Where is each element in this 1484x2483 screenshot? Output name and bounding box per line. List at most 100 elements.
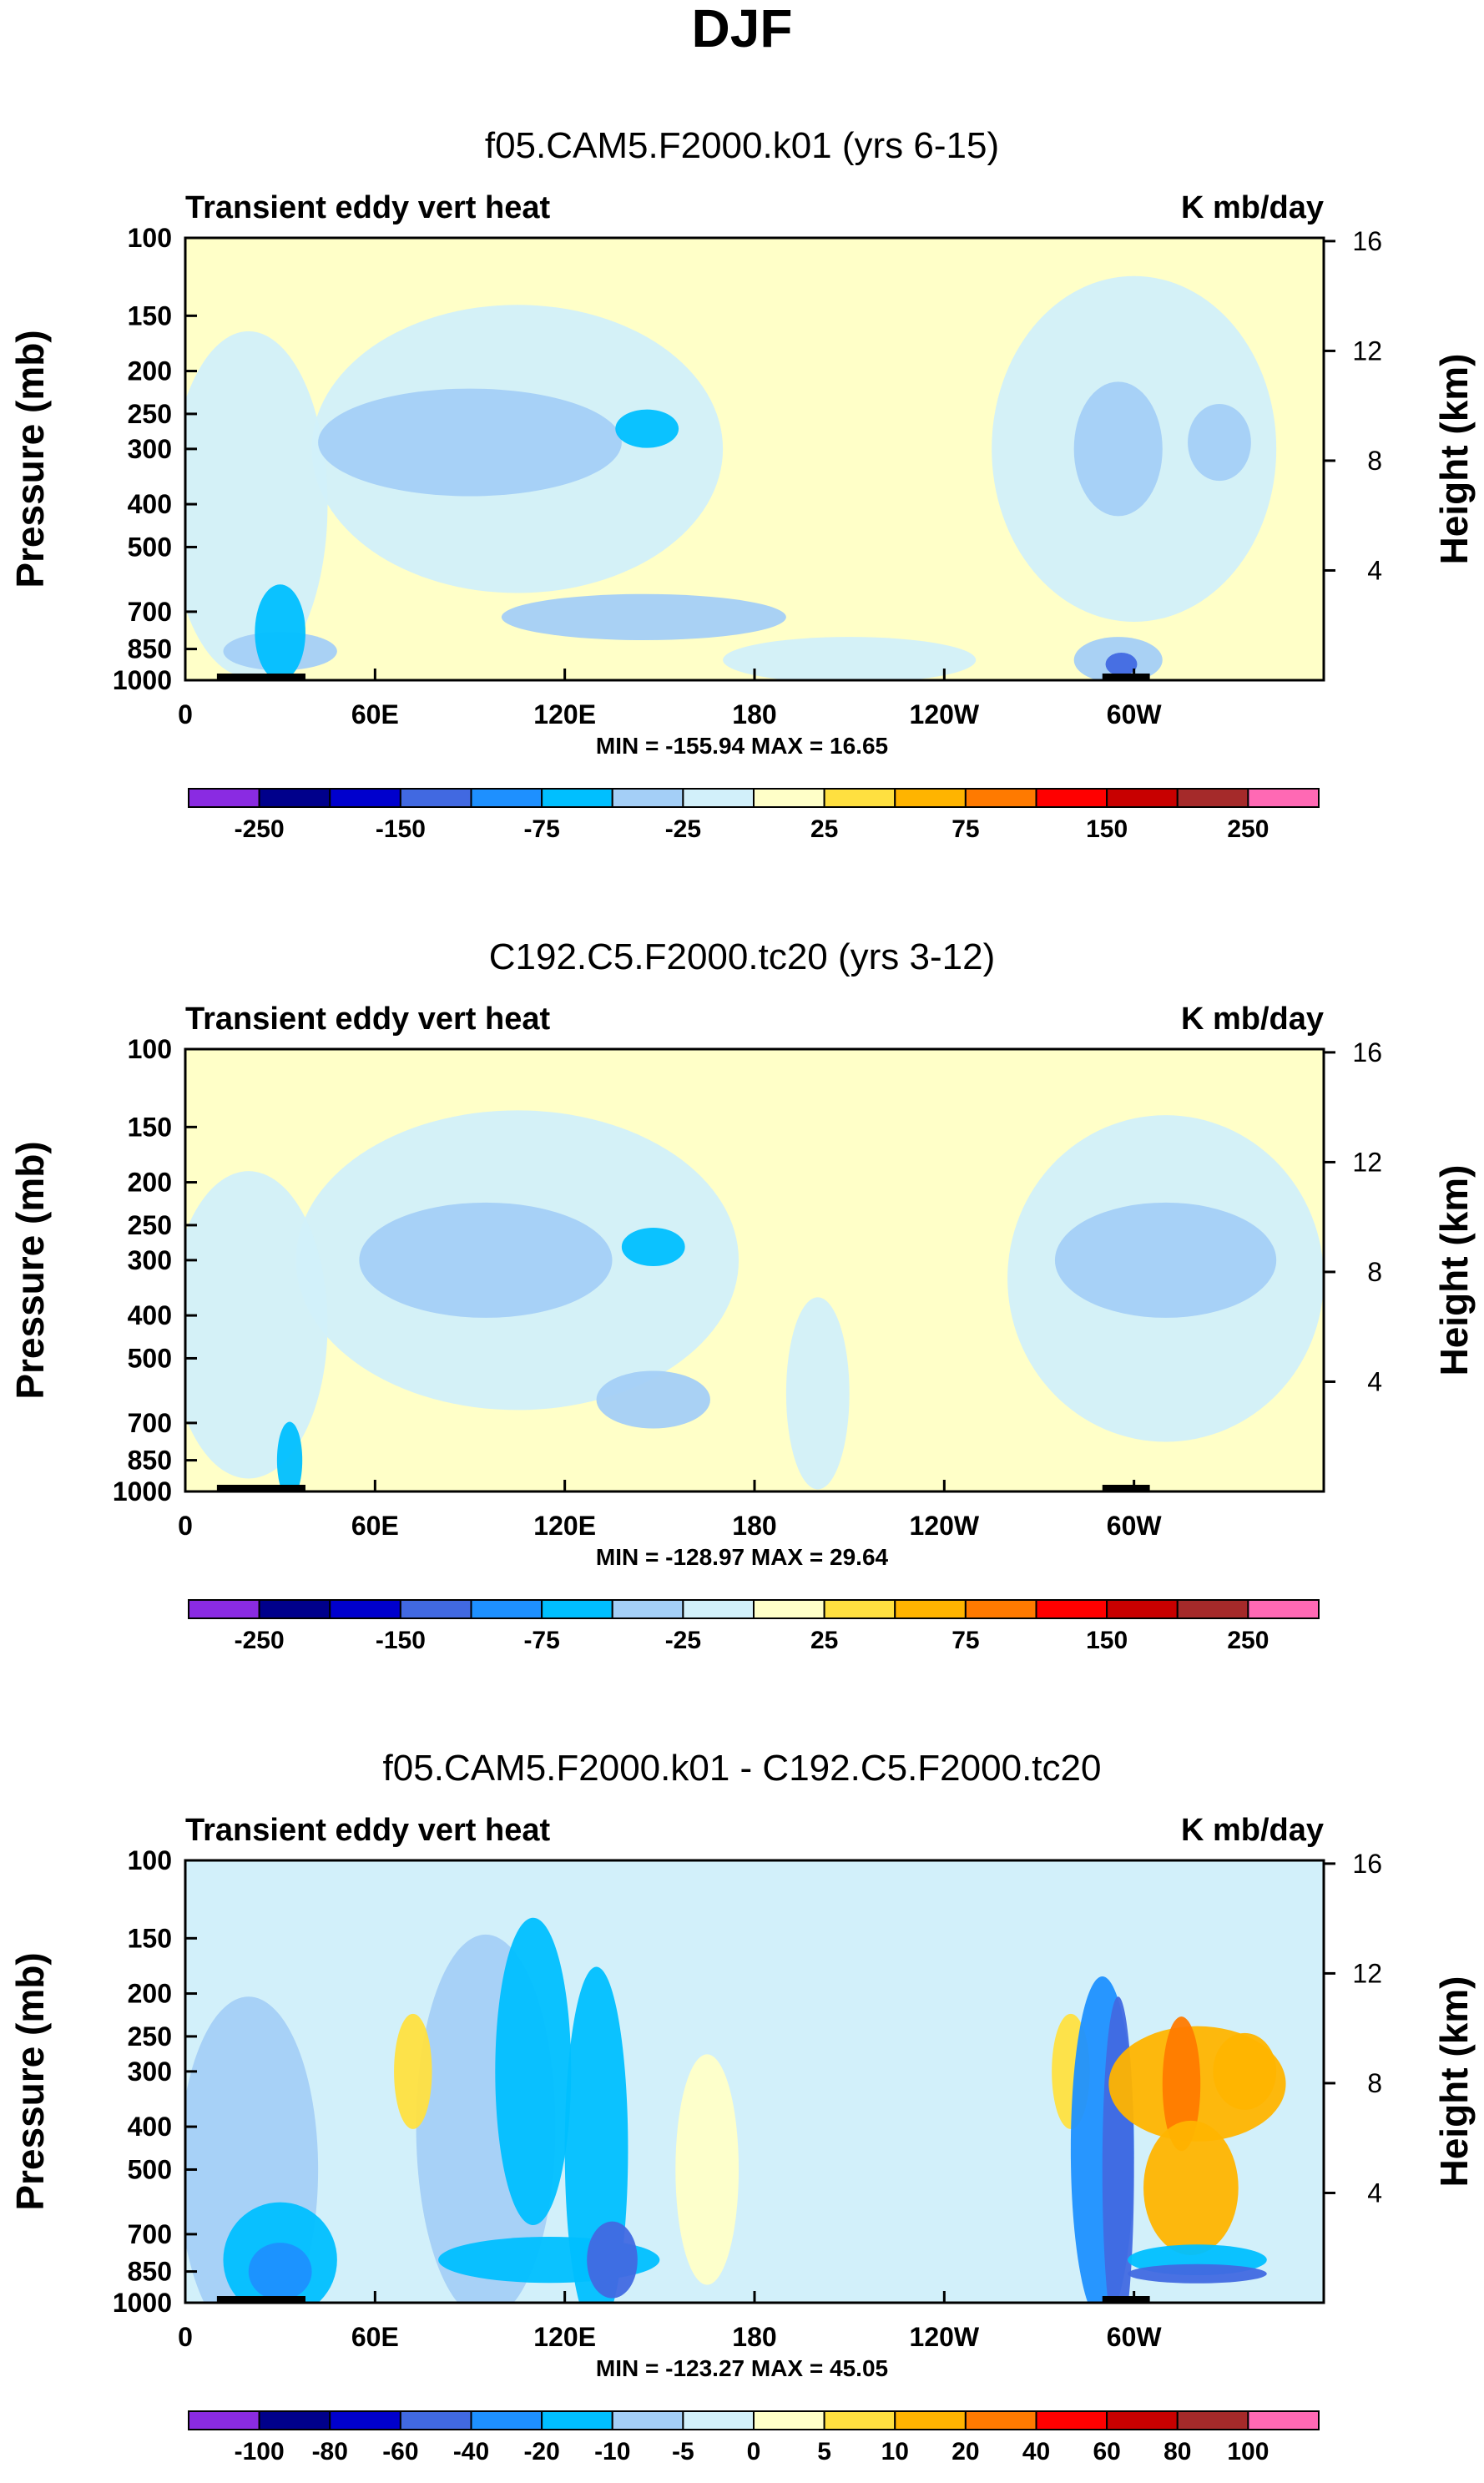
contour-region xyxy=(675,2054,739,2285)
height-tick-label: 16 xyxy=(1352,226,1382,256)
colorbar-swatch xyxy=(188,788,260,808)
y-tick-label: 250 xyxy=(128,2021,172,2052)
figure-title: DJF xyxy=(692,0,793,58)
chart-panel-1: f05.CAM5.F2000.k01 (yrs 6-15) Transient e… xyxy=(8,125,1476,843)
y-tick-label: 500 xyxy=(128,532,172,562)
colorbar-swatch xyxy=(470,788,543,808)
colorbar-label: 40 xyxy=(1022,2438,1050,2465)
height-tick-label: 4 xyxy=(1367,555,1382,585)
colorbar-swatch xyxy=(258,1599,331,1619)
contour-region xyxy=(596,1370,710,1429)
colorbar-label: 100 xyxy=(1227,2438,1269,2465)
contour-region xyxy=(723,637,977,680)
contour-region xyxy=(615,409,679,448)
x-tick-label: 60E xyxy=(351,2322,399,2352)
colorbar-label: 150 xyxy=(1086,1627,1128,1654)
chart-panel-3: f05.CAM5.F2000.k01 - C192.C5.F2000.tc20 T… xyxy=(8,1748,1476,2465)
y-tick-label: 300 xyxy=(128,2057,172,2087)
colorbar-swatch xyxy=(894,1599,967,1619)
colorbar-swatch xyxy=(399,788,472,808)
y-tick-label: 100 xyxy=(128,223,172,253)
height-tick-label: 8 xyxy=(1367,446,1382,476)
min-max-text: MIN = -155.94 MAX = 16.65 xyxy=(596,733,888,759)
y-tick-label: 700 xyxy=(128,1408,172,1438)
x-tick-label: 0 xyxy=(178,2322,193,2352)
colorbar-swatch xyxy=(329,1599,401,1619)
colorbar-swatch xyxy=(1106,788,1179,808)
colorbar-label: -250 xyxy=(235,815,285,843)
height-tick-label: 12 xyxy=(1352,336,1382,366)
colorbar-swatch xyxy=(399,1599,472,1619)
colorbar-swatch xyxy=(188,1599,260,1619)
x-tick-label: 60E xyxy=(351,699,399,729)
contour-region xyxy=(1188,404,1251,482)
contour-region xyxy=(185,1171,328,1479)
y-tick-label: 100 xyxy=(128,1845,172,1875)
contour-region xyxy=(394,2013,432,2129)
contour-field xyxy=(185,1917,1286,2303)
x-tick-label: 120W xyxy=(910,699,980,729)
x-tick-label: 120E xyxy=(533,1511,596,1541)
y-axis-title: Pressure (mb) xyxy=(8,1141,52,1399)
colorbar-swatch xyxy=(1176,1599,1249,1619)
colorbar-swatch xyxy=(682,2410,755,2430)
contour-field xyxy=(185,1110,1324,1491)
y-tick-label: 400 xyxy=(128,489,172,519)
height-tick-label: 12 xyxy=(1352,1147,1382,1177)
colorbar-swatch xyxy=(611,2410,684,2430)
colorbar-label: 25 xyxy=(810,815,838,843)
colorbar-swatch xyxy=(470,1599,543,1619)
contour-region xyxy=(1143,2120,1239,2255)
x-tick-label: 120W xyxy=(910,1511,980,1541)
colorbar-swatch xyxy=(1176,2410,1249,2430)
y-tick-label: 1000 xyxy=(113,2288,172,2318)
x-tick-label: 60W xyxy=(1107,2322,1163,2352)
x-tick-label: 0 xyxy=(178,699,193,729)
x-tick-label: 60E xyxy=(351,1511,399,1541)
colorbar-swatch xyxy=(1106,2410,1179,2430)
colorbar-swatch xyxy=(964,2410,1037,2430)
contour-field xyxy=(185,275,1277,680)
x-tick-label: 120W xyxy=(910,2322,980,2352)
y-tick-label: 850 xyxy=(128,634,172,664)
colorbar-label: 150 xyxy=(1086,815,1128,843)
y-tick-label: 850 xyxy=(128,1446,172,1476)
colorbar-label: 25 xyxy=(810,1627,838,1654)
colorbar-label: 10 xyxy=(881,2438,909,2465)
colorbar-swatch xyxy=(753,1599,825,1619)
colorbar-label: -100 xyxy=(235,2438,285,2465)
contour-region xyxy=(255,584,305,680)
contour-region xyxy=(1054,1202,1277,1318)
colorbar-label: 60 xyxy=(1093,2438,1120,2465)
topography-mask xyxy=(216,1485,305,1491)
y-tick-label: 1000 xyxy=(113,665,172,695)
contour-region xyxy=(1073,381,1163,517)
contour-region xyxy=(501,593,786,641)
panel-subtitle: f05.CAM5.F2000.k01 (yrs 6-15) xyxy=(485,125,999,166)
y-tick-label: 150 xyxy=(128,1923,172,1953)
height-tick-label: 12 xyxy=(1352,1958,1382,1988)
colorbar-label: -80 xyxy=(312,2438,348,2465)
contour-region xyxy=(587,2221,638,2299)
x-tick-label: 0 xyxy=(178,1511,193,1541)
colorbar-swatch xyxy=(1176,788,1249,808)
min-max-text: MIN = -123.27 MAX = 45.05 xyxy=(596,2355,888,2381)
variable-label: Transient eddy vert heat xyxy=(185,1002,550,1037)
y-axis-right-title: Height (km) xyxy=(1432,354,1476,565)
colorbar-swatch xyxy=(541,2410,613,2430)
contour-region xyxy=(495,1917,572,2226)
x-tick-label: 60W xyxy=(1107,1511,1163,1541)
contour-region xyxy=(1162,2016,1201,2152)
y-tick-label: 400 xyxy=(128,2112,172,2142)
colorbar-swatch xyxy=(1247,1599,1320,1619)
colorbar-swatch xyxy=(1106,1599,1179,1619)
contour-region xyxy=(276,1421,303,1491)
y-tick-label: 850 xyxy=(128,2257,172,2287)
y-tick-label: 400 xyxy=(128,1300,172,1330)
colorbar-swatch xyxy=(682,1599,755,1619)
colorbar-swatch xyxy=(329,788,401,808)
contour-region xyxy=(1213,2032,1277,2110)
y-axis-right-title: Height (km) xyxy=(1432,1165,1476,1376)
x-tick-label: 120E xyxy=(533,699,596,729)
height-tick-label: 8 xyxy=(1367,2068,1382,2098)
